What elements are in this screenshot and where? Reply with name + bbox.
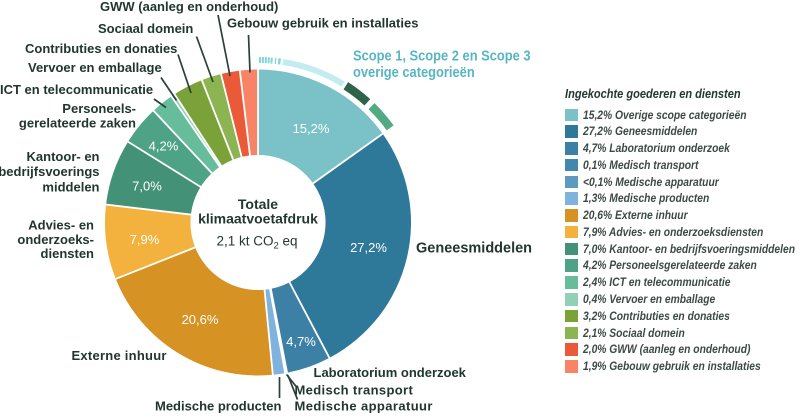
svg-text:Medisch transport: Medisch transport: [295, 383, 414, 398]
svg-text:gerelateerde zaken: gerelateerde zaken: [19, 116, 136, 131]
svg-text:bedrijfsvoerings: bedrijfsvoerings: [0, 164, 100, 179]
svg-text:diensten: diensten: [41, 246, 95, 261]
svg-text:Contributies en donaties: Contributies en donaties: [25, 41, 177, 56]
svg-text:27,2%: 27,2%: [350, 240, 387, 255]
svg-text:onderzoeks-: onderzoeks-: [17, 232, 94, 247]
svg-text:7,9%: 7,9%: [130, 232, 160, 247]
svg-text:4,7%: 4,7%: [286, 334, 316, 349]
svg-text:Personeels-: Personeels-: [62, 101, 136, 116]
svg-text:Advies- en: Advies- en: [28, 218, 94, 233]
svg-text:20,6%: 20,6%: [182, 312, 219, 327]
svg-text:7,0%: 7,0%: [132, 179, 162, 194]
svg-text:Scope 1, Scope 2 en Scope 3: Scope 1, Scope 2 en Scope 3: [353, 47, 531, 64]
svg-text:middelen: middelen: [42, 179, 99, 194]
svg-text:klimaatvoetafdruk: klimaatvoetafdruk: [198, 211, 318, 227]
svg-text:Totale: Totale: [238, 196, 278, 212]
svg-text:Externe inhuur: Externe inhuur: [72, 348, 167, 363]
svg-text:Medische producten: Medische producten: [155, 399, 281, 414]
svg-text:Kantoor- en: Kantoor- en: [27, 149, 100, 164]
svg-text:Laboratorium onderzoek: Laboratorium onderzoek: [314, 365, 467, 380]
svg-text:Vervoer en emballage: Vervoer en emballage: [28, 60, 162, 75]
svg-text:15,2%: 15,2%: [293, 121, 330, 136]
svg-text:Gebouw gebruik en installaties: Gebouw gebruik en installaties: [227, 16, 418, 31]
svg-text:overige categorieën: overige categorieën: [353, 63, 475, 80]
svg-text:Medische apparatuur: Medische apparatuur: [295, 399, 433, 414]
svg-text:4,2%: 4,2%: [149, 139, 179, 154]
svg-text:Sociaal domein: Sociaal domein: [98, 21, 193, 36]
svg-text:ICT en telecommunicatie: ICT en telecommunicatie: [0, 82, 153, 97]
svg-text:GWW (aanleg en onderhoud): GWW (aanleg en onderhoud): [100, 0, 278, 14]
svg-text:Geneesmiddelen: Geneesmiddelen: [416, 241, 532, 257]
